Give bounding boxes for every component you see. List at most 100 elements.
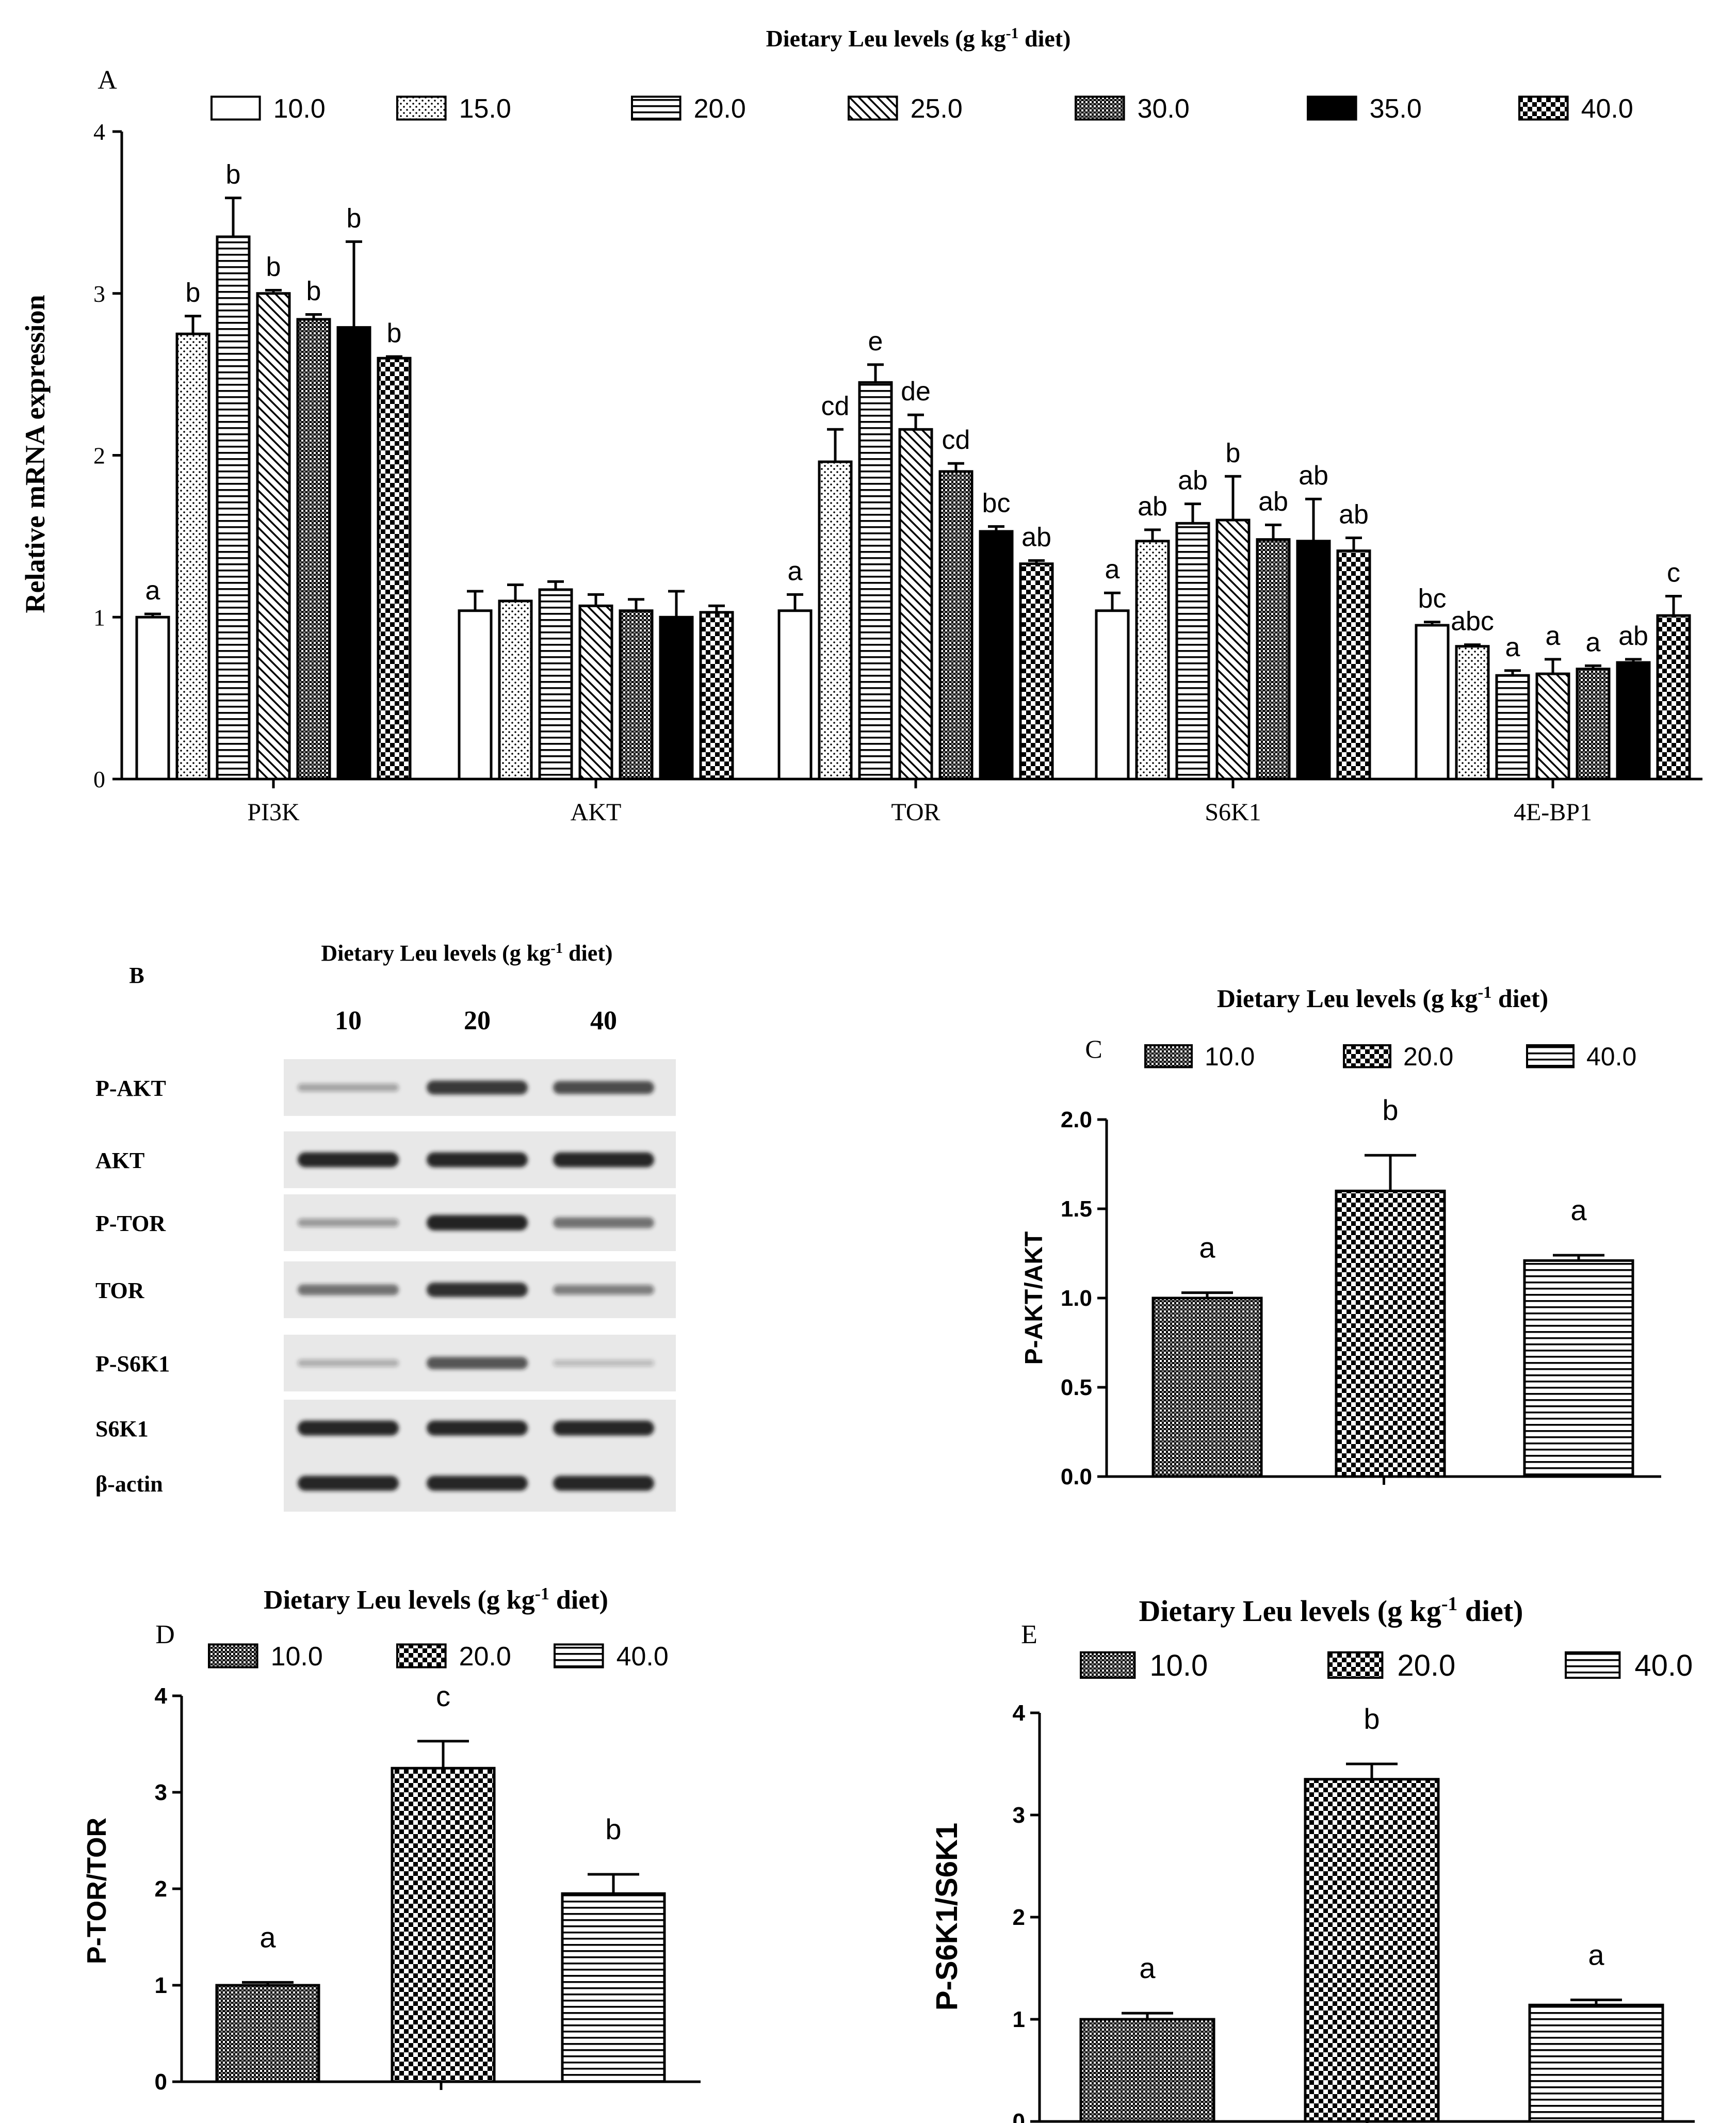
panel-a-significance-letter: a	[1546, 621, 1561, 651]
panel-b-lane-label-10: 10	[335, 1006, 362, 1035]
panel-d-y-tick-label: 2	[155, 1876, 167, 1902]
panel-a-bar-s6k1-10-0	[1095, 609, 1130, 781]
panel-a-significance-letter: b	[347, 203, 362, 233]
panel-c-legend-label-10-0: 10.0	[1205, 1042, 1255, 1071]
panel-c-legend-swatch-10-0	[1144, 1044, 1193, 1068]
panel-a-legend-label-20-0: 20.0	[694, 94, 746, 124]
panel-c-y-tick-label: 0.0	[1061, 1464, 1092, 1489]
panel-a-y-tick-label: 2	[93, 443, 105, 469]
panel-e-bar-40-0	[1528, 2003, 1664, 2123]
panel-a-x-tick-label-s6k1: S6K1	[1205, 799, 1261, 826]
panel-a-bar-s6k1-30-0	[1256, 538, 1291, 781]
panel-b-row-label-beta-actin: β-actin	[95, 1471, 163, 1497]
panel-a-bar-pi3k-40-0	[377, 356, 412, 781]
panel-b-row-label-akt: AKT	[95, 1148, 144, 1173]
panel-b-band-p-akt-lane-40	[553, 1081, 654, 1094]
panel-a-bar-akt-40-0	[699, 611, 734, 781]
panel-d-y-tick-label: 4	[155, 1683, 168, 1709]
panel-a-x-tick-label-tor: TOR	[891, 799, 940, 826]
panel-b-band-p-tor-lane-20	[427, 1215, 528, 1230]
panel-d-legend-swatch-20-0	[396, 1643, 447, 1668]
panel-b-letter: B	[129, 963, 144, 988]
panel-a-bar-pi3k-25-0	[256, 292, 291, 781]
panel-e-significance-letter: a	[1139, 1952, 1156, 1984]
panel-e-y-tick-label: 1	[1013, 2007, 1025, 2032]
panel-a-bar-s6k1-40-0	[1336, 549, 1371, 781]
panel-c-y-tick-label: 0.5	[1061, 1375, 1092, 1400]
panel-c-legend-swatch-40-0	[1526, 1044, 1575, 1068]
panel-a-y-tick-label: 3	[93, 281, 105, 307]
panel-a-significance-letter: ab	[1339, 500, 1369, 530]
panel-a-y-tick-label: 0	[93, 766, 105, 792]
panel-a-bar-akt-35-0	[659, 615, 694, 781]
panel-d-legend-swatch-40-0	[554, 1643, 604, 1668]
panel-a-significance-letter: ab	[1618, 621, 1648, 651]
panel-b-band-s6k1-lane-20	[427, 1420, 528, 1436]
panel-a-bar-tor-10-0	[777, 609, 813, 781]
panel-a-bar-pi3k-10-0	[135, 615, 170, 781]
panel-a-significance-letter: a	[1586, 627, 1601, 657]
panel-c-bar-40-0	[1523, 1259, 1634, 1478]
panel-a-bar-pi3k-35-0	[336, 326, 371, 781]
panel-a-legend-swatch-10-0	[210, 95, 261, 121]
panel-b-band-p-akt-lane-20	[427, 1080, 528, 1095]
panel-d-legend-label-40-0: 40.0	[616, 1642, 669, 1672]
panel-d-bar-20-0	[391, 1767, 496, 2083]
panel-b-band-p-s6k1-lane-10	[298, 1359, 399, 1367]
panel-e-legend-label-10-0: 10.0	[1149, 1649, 1208, 1682]
panel-d-bar-40-0	[561, 1892, 666, 2083]
panel-b-row-label-s6k1: S6K1	[95, 1416, 149, 1441]
panel-a-significance-letter: a	[788, 556, 803, 586]
panel-a-bar-tor-30-0	[938, 470, 974, 781]
panel-a-legend-title: Dietary Leu levels (g kg-1 diet)	[766, 25, 1071, 52]
panel-a-bar-pi3k-15-0	[175, 332, 210, 781]
panel-d-y-tick-label: 3	[155, 1780, 167, 1805]
panel-a-significance-letter: abc	[1451, 607, 1494, 637]
panel-a-legend-swatch-40-0	[1518, 95, 1569, 121]
panel-a-letter: A	[98, 66, 117, 95]
panel-d-letter: D	[155, 1620, 175, 1649]
panel-a-significance-letter: e	[868, 327, 883, 356]
panel-b-band-beta-actin-lane-20	[427, 1476, 528, 1491]
panel-e-bar-20-0	[1304, 1778, 1440, 2123]
panel-e-significance-letter: b	[1364, 1703, 1380, 1735]
panel-b-band-tor-lane-20	[427, 1283, 528, 1297]
panel-b-band-beta-actin-lane-10	[298, 1476, 399, 1491]
panel-c-legend-swatch-20-0	[1343, 1044, 1391, 1068]
panel-a-bar-s6k1-35-0	[1296, 540, 1331, 781]
panel-a-bar-akt-15-0	[498, 599, 533, 781]
panel-a-legend-label-40-0: 40.0	[1581, 94, 1633, 124]
panel-e-legend-swatch-40-0	[1565, 1651, 1621, 1679]
panel-a-bar-4e-bp1-20-0	[1495, 674, 1530, 781]
panel-b-row-label-tor: TOR	[95, 1278, 145, 1303]
panel-a-bar-s6k1-25-0	[1215, 518, 1251, 781]
panel-a-bar-akt-30-0	[619, 609, 654, 781]
panel-b-band-p-s6k1-lane-20	[427, 1357, 528, 1369]
panel-a-significance-letter: b	[306, 277, 321, 306]
panel-b-lane-label-20: 20	[464, 1006, 491, 1035]
panel-d-legend-label-10-0: 10.0	[271, 1642, 323, 1672]
panel-a-bar-s6k1-15-0	[1135, 540, 1170, 781]
panel-a-bar-tor-40-0	[1019, 562, 1054, 781]
panel-a-legend-label-35-0: 35.0	[1370, 94, 1422, 124]
panel-a-bar-4e-bp1-10-0	[1415, 624, 1450, 781]
panel-a-bar-akt-20-0	[538, 588, 573, 781]
panel-a-y-axis-label: Relative mRNA expression	[20, 295, 51, 613]
panel-e-y-tick-label: 0	[1013, 2109, 1025, 2123]
panel-c-y-tick-label: 1.0	[1061, 1286, 1092, 1311]
panel-a-legend-label-25-0: 25.0	[911, 94, 963, 124]
panel-d-y-axis-label: P-TOR/TOR	[82, 1818, 112, 1964]
panel-a-y-tick-label: 1	[93, 604, 105, 630]
panel-a-legend-swatch-20-0	[631, 95, 682, 121]
panel-a-y-tick-label: 4	[93, 119, 105, 145]
panel-a-bar-tor-25-0	[898, 428, 933, 781]
panel-c-significance-letter: a	[1570, 1194, 1587, 1226]
panel-b-band-tor-lane-40	[553, 1285, 654, 1295]
panel-e-significance-letter: a	[1588, 1938, 1604, 1971]
panel-b-lane-label-40: 40	[590, 1006, 617, 1035]
panel-a-significance-letter: ab	[1138, 492, 1167, 522]
panel-c-y-tick-label: 1.5	[1061, 1196, 1092, 1222]
panel-a-significance-letter: c	[1667, 558, 1680, 588]
